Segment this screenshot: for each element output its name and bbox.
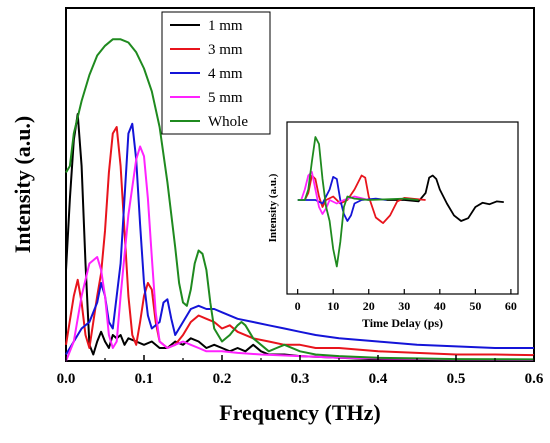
inset-x-tick-label-1: 10 [327,299,339,313]
main-series-line-1 [65,126,535,357]
inset-y-axis-label: Intensity (a.u.) [267,173,279,242]
main-series-line-4 [65,38,535,361]
main-y-axis-label: Intensity (a.u.) [10,116,35,254]
inset-x-axis-label: Time Delay (ps) [362,316,443,330]
main-x-tick-label-2: 0.2 [213,371,232,387]
inset-series-line-2 [297,176,387,222]
legend-items: 1 mm 3 mm 4 mm 5 mm Whole [170,18,248,130]
inset-x-tick-label-3: 30 [398,299,410,313]
inset-x-tick-label-4: 40 [434,299,446,313]
inset-plot-frame [286,121,519,295]
main-x-axis-label: Frequency (THz) [219,400,381,425]
main-x-tick-label-4: 0.4 [369,371,388,387]
main-series-line-3 [65,145,535,362]
inset-x-tick-label-6: 60 [505,299,517,313]
inset-background [287,122,518,294]
inset-x-ticks: 0 10 20 30 40 50 60 [295,289,517,313]
main-x-tick-label-3: 0.3 [291,371,310,387]
inset-series-line-4 [297,136,419,268]
inset-series-line-3 [300,171,369,215]
inset-x-tick-label-5: 50 [469,299,481,313]
legend-label-4: Whole [208,114,248,130]
legend-label-0: 1 mm [208,18,243,34]
inset-x-tick-label-2: 20 [363,299,375,313]
legend-label-3: 5 mm [208,90,243,106]
main-x-tick-label-1: 0.1 [135,371,154,387]
main-x-tick-label-0: 0.0 [57,371,76,387]
legend-label-2: 4 mm [208,66,243,82]
main-x-tick-label-6: 0.6 [525,371,544,387]
inset-plot: 0 10 20 30 40 50 60 Time Delay (ps) Intensity … [267,121,519,330]
inset-series-line-0 [386,174,504,222]
main-x-tick-label-5: 0.5 [447,371,466,387]
legend-label-1: 3 mm [208,42,243,58]
main-x-ticks: 0.0 0.1 0.2 0.3 0.4 0.5 0.6 [57,355,544,387]
legend: 1 mm 3 mm 4 mm 5 mm Whole [161,11,271,135]
main-series-group [65,38,535,362]
inset-x-tick-label-0: 0 [295,299,301,313]
inset-series-line-1 [303,174,426,224]
inset-series-group [297,136,504,268]
main-plot: 0.0 0.1 0.2 0.3 0.4 0.5 0.6 Frequency (THz) In… [10,7,544,425]
